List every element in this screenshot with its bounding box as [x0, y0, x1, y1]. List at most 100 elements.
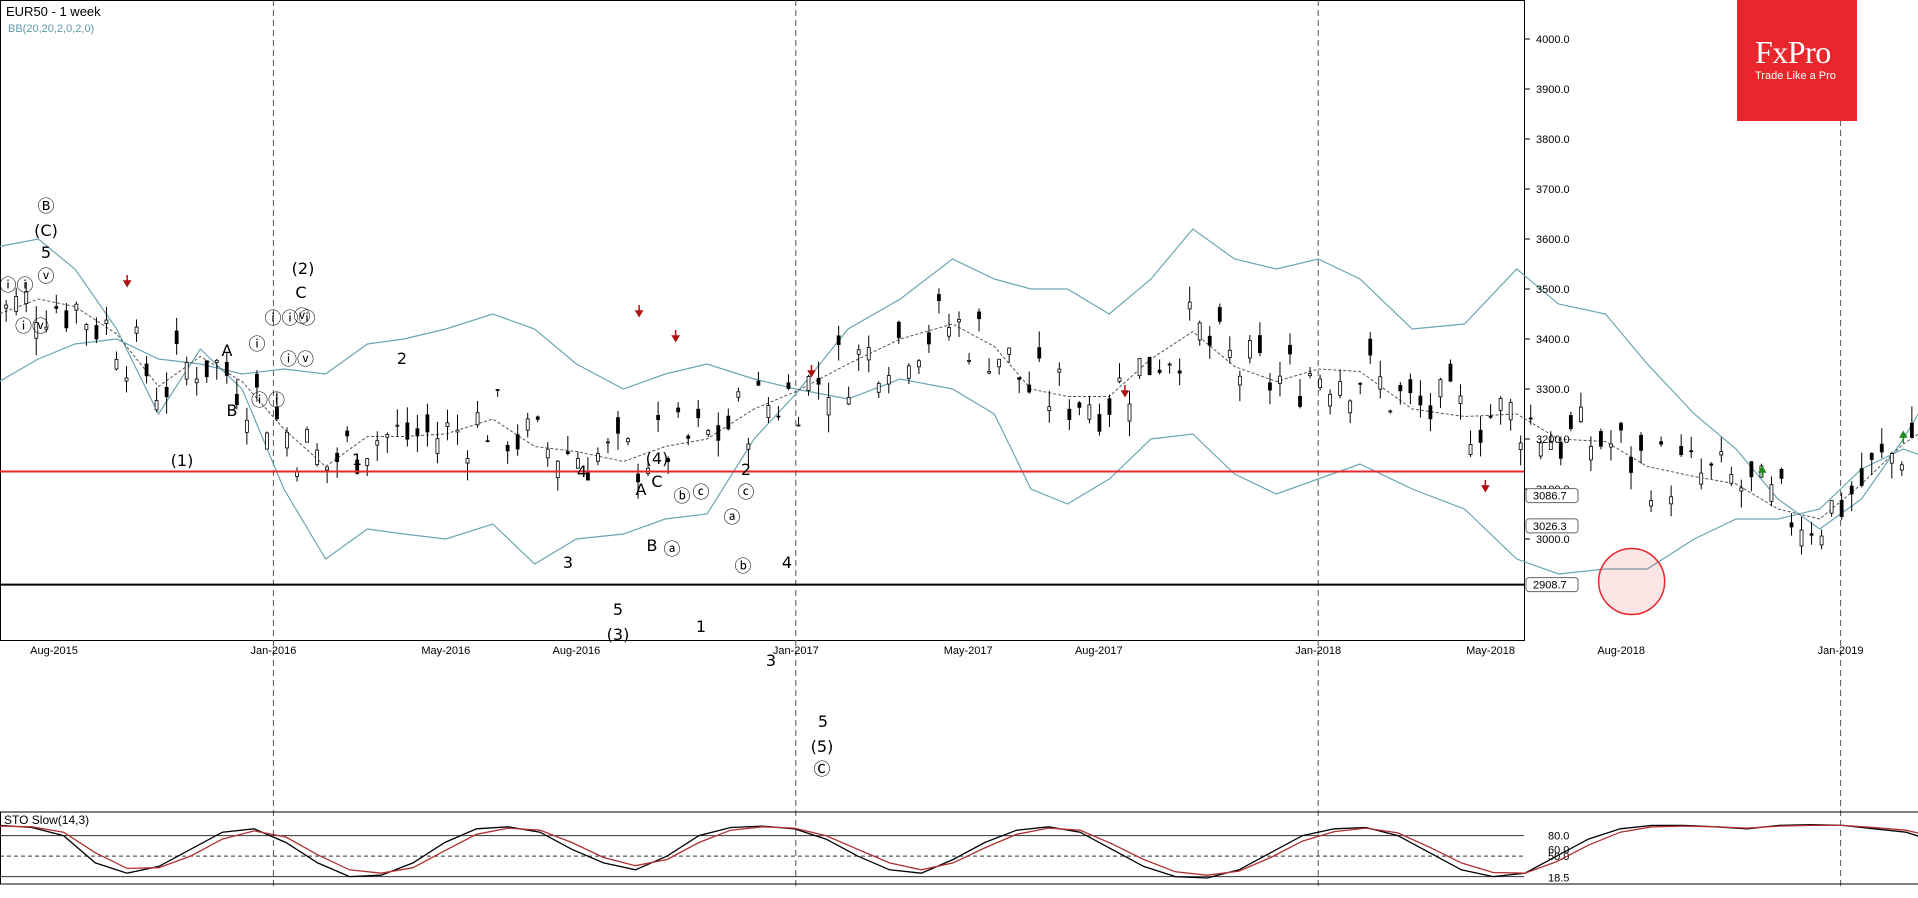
- wave-label: ⓑ: [735, 557, 752, 577]
- candle-body: [204, 360, 209, 378]
- candle-body: [1749, 461, 1754, 478]
- candle-body: [305, 429, 309, 443]
- candle-body: [1378, 376, 1383, 390]
- wave-label: ⓘⓘⓘ: [265, 309, 316, 329]
- candle-body: [154, 400, 159, 411]
- candle-body: [1508, 402, 1513, 421]
- highlight-circle: [1597, 547, 1666, 616]
- wave-label: B: [647, 536, 658, 555]
- wave-label: 1: [352, 450, 362, 469]
- candle-body: [1649, 500, 1653, 507]
- candle-body: [355, 459, 360, 474]
- stochastic-tick-label: 50.0: [1548, 851, 1569, 863]
- candle-body: [385, 434, 390, 438]
- price-tick-label: 3400.0: [1536, 334, 1570, 346]
- candle-body: [1789, 522, 1794, 528]
- candle-body: [1468, 444, 1473, 455]
- arrow-down-icon: [671, 330, 680, 343]
- candle-body: [766, 405, 771, 418]
- candle-body: [1117, 377, 1122, 382]
- candle-body: [1368, 338, 1373, 356]
- candle-body: [465, 458, 470, 464]
- candle-body: [425, 414, 430, 433]
- wave-label: 5: [41, 243, 51, 262]
- stochastic-frame: [0, 811, 1918, 885]
- candle-body: [1278, 375, 1282, 384]
- candle-body: [64, 310, 69, 329]
- arrow-up-icon: [1757, 465, 1767, 478]
- candle-body: [1398, 385, 1403, 392]
- candle-body: [1007, 347, 1012, 355]
- price-label: 3086.7: [1533, 491, 1567, 503]
- candle-body: [1187, 301, 1192, 310]
- candle-body: [776, 415, 781, 418]
- candle-body: [244, 419, 249, 433]
- chart-title: EUR50 - 1 week: [6, 4, 101, 19]
- candle-body: [1258, 335, 1262, 353]
- arrow-up-icon: [1898, 430, 1908, 443]
- candle-body: [1538, 442, 1543, 457]
- indicator-label: BB(20,20,2,0,2,0): [8, 23, 95, 35]
- fxpro-logo[interactable]: FxPro Trade Like a Pro: [1737, 0, 1857, 121]
- wave-label: (2): [292, 259, 315, 278]
- candle-body: [1558, 442, 1563, 459]
- stochastic-d-line: [0, 824, 1918, 876]
- candle-body: [706, 430, 711, 435]
- candle-body: [1779, 468, 1784, 479]
- bollinger-bands: [0, 228, 1918, 575]
- candle-body: [1408, 379, 1413, 394]
- candle-body: [1348, 400, 1353, 414]
- wave-label: 1: [696, 617, 706, 636]
- wave-label: ⓘⓥ: [280, 350, 314, 370]
- wave-label: ⓐ: [664, 540, 681, 560]
- candle-body: [1609, 443, 1613, 448]
- candle-body: [164, 386, 169, 398]
- candle-body: [1308, 373, 1312, 377]
- candle-body: [806, 376, 811, 391]
- price-tick-label: 3300.0: [1536, 384, 1570, 396]
- candle-body: [997, 358, 1002, 368]
- price-tick-label: 4000.0: [1536, 34, 1570, 46]
- candle-body: [596, 453, 600, 462]
- candle-body: [816, 377, 821, 385]
- candle-body: [1669, 496, 1674, 505]
- candle-body: [415, 428, 420, 437]
- candle-body: [1147, 356, 1152, 376]
- stochastic-panel: 80.060.050.0 18.5: [0, 811, 1918, 885]
- candle-body: [856, 349, 861, 355]
- candle-body: [134, 326, 139, 334]
- candle-body: [184, 362, 189, 380]
- candle-body: [616, 417, 620, 434]
- wave-label: 4: [782, 553, 792, 572]
- price-tick-label: 3800.0: [1536, 134, 1570, 146]
- candle-body: [1719, 451, 1724, 456]
- candle-body: [485, 440, 490, 443]
- candle-body: [1057, 368, 1062, 373]
- price-label-box: [1525, 488, 1579, 504]
- candle-body: [1589, 445, 1593, 461]
- candle-body: [375, 440, 380, 446]
- candle-body: [84, 324, 89, 331]
- candle-body: [275, 406, 279, 419]
- candle-body: [1137, 358, 1142, 377]
- price-label: 2908.7: [1533, 580, 1567, 592]
- date-tick-label: Jan-2018: [1295, 645, 1341, 657]
- arrow-down-icon: [122, 275, 132, 288]
- candle-body: [1699, 472, 1704, 485]
- candle-body: [1067, 408, 1072, 420]
- candle-body: [174, 330, 179, 344]
- candle-body: [726, 415, 731, 430]
- candle-body: [1709, 463, 1714, 466]
- candle-body: [1247, 340, 1252, 359]
- arrow-down-icon: [807, 365, 816, 378]
- candle-body: [1619, 422, 1623, 431]
- candle-body: [1829, 500, 1834, 514]
- candle-body: [224, 362, 229, 376]
- date-tick-label: May-2016: [421, 645, 470, 657]
- candle-body: [1237, 375, 1242, 386]
- candle-body: [1017, 377, 1022, 380]
- candle-body: [836, 335, 841, 345]
- wave-label: (C): [34, 221, 58, 240]
- candle-body: [1458, 395, 1463, 405]
- candle-body: [686, 435, 691, 439]
